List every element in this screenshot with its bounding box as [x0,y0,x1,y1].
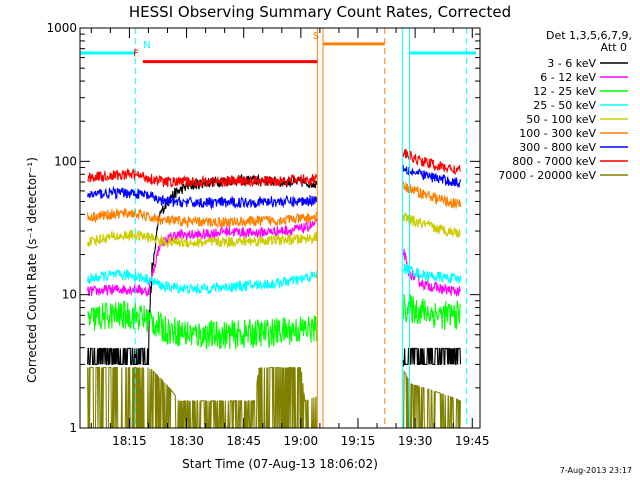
footer-timestamp: 7-Aug-2013 23:17 [560,466,632,475]
legend-label-12-25-kev: 12 - 25 keV [533,85,596,98]
series-line-300-800-kev [87,164,462,210]
series-line-12-25-kev [87,293,461,350]
x-tick-label: 18:15 [112,434,147,448]
x-tick-label: 18:45 [226,434,261,448]
flag-label-S: S [313,31,319,42]
x-tick-label: 19:15 [341,434,376,448]
flag-label-N: N [143,40,150,51]
series-line-7000-20000-kev [87,366,462,429]
y-tick-label: 10 [62,288,77,302]
y-tick-label: 100 [54,154,77,168]
x-tick-label: 19:45 [455,434,490,448]
series-line-50-100-kev [87,211,461,249]
axes-layer: 1 10 100 1000 18:15 18:30 18:45 19:00 19:15 19:30… [46,21,489,448]
x-tick-label: 19:00 [284,434,319,448]
x-axis-label: Start Time (07-Aug-13 18:06:02) [182,457,378,471]
x-tick-label: 18:30 [169,434,204,448]
legend-label-3-6-kev: 3 - 6 keV [547,57,596,70]
legend-label-100-300-kev: 100 - 300 keV [519,127,596,140]
series-line-25-50-kev [87,263,462,296]
legend-header-attenuator: Att 0 [601,41,627,54]
legend-header-detectors: Det 1,3,5,6,7,9, [546,29,632,42]
flag-label-F: F [133,49,139,60]
series-line-800-7000-kev [87,149,461,188]
y-tick-label: 1 [69,421,77,435]
legend-label-25-50-kev: 25 - 50 keV [533,99,596,112]
legend-label-6-12-kev: 6 - 12 keV [540,71,596,84]
chart-title: HESSI Observing Summary Count Rates, Cor… [129,3,511,21]
y-tick-label: 1000 [46,21,77,35]
legend-label-800-7000-kev: 800 - 7000 keV [512,155,596,168]
x-tick-label: 19:30 [398,434,433,448]
series-line-100-300-kev [87,181,462,229]
legend-label-7000-20000-kev: 7000 - 20000 keV [498,169,596,182]
legend-label-50-100-kev: 50 - 100 keV [526,113,596,126]
plot-frame [79,27,481,429]
data-layer: NF S [80,28,477,429]
y-axis-label: Corrected Count Rate (s⁻¹ detector⁻¹) [25,157,39,383]
legend-label-300-800-kev: 300 - 800 keV [519,141,596,154]
